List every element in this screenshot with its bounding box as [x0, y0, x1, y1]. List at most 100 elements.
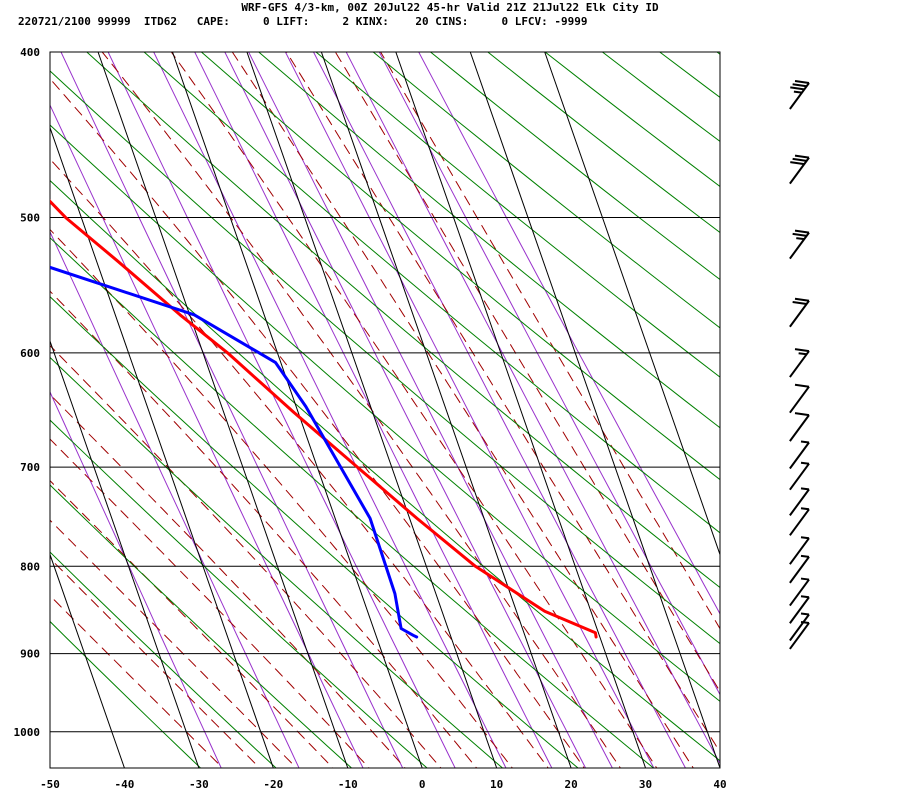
wind-barb: [789, 348, 810, 378]
dry-adiabat-line: [50, 356, 504, 768]
x-tick-label: -30: [189, 778, 209, 791]
dry-adiabat-line: [143, 52, 720, 534]
dewpoint-line: [50, 265, 419, 639]
x-tick-label: -40: [115, 778, 135, 791]
barb-half-feather: [793, 90, 803, 94]
wind-barbs: [789, 79, 810, 650]
wind-barb: [789, 412, 810, 442]
dry-adiabat-line: [601, 52, 720, 143]
barb-staff: [789, 386, 810, 414]
moist-adiabat-line: [50, 344, 442, 768]
barb-staff: [789, 414, 810, 442]
barb-staff: [789, 508, 810, 536]
isotherm-line: [544, 52, 720, 557]
barb-half-feather: [800, 536, 810, 540]
dry-adiabat-line: [723, 14, 900, 775]
x-tick-label: 0: [419, 778, 426, 791]
mixing-ratio-line: [107, 52, 456, 768]
barb-staff: [789, 537, 810, 565]
barb-feather: [790, 161, 805, 166]
wind-barb: [789, 229, 810, 260]
isotherm-line: [172, 52, 423, 768]
barb-half-feather: [798, 352, 807, 356]
barb-staff: [789, 622, 810, 650]
moist-adiabat-line: [50, 594, 224, 768]
y-tick-label: 500: [20, 212, 40, 225]
barb-staff: [789, 82, 810, 110]
wind-barb: [789, 154, 810, 185]
barb-half-feather: [800, 577, 810, 581]
barb-feather: [792, 232, 807, 237]
moist-adiabat-line: [50, 557, 261, 768]
barb-staff: [789, 463, 810, 491]
mixing-ratio-line: [378, 52, 720, 696]
barb-feather: [794, 412, 810, 417]
moist-adiabat-line: [50, 290, 478, 768]
temperature-line: [50, 199, 598, 639]
isotherm-line: [50, 339, 200, 768]
moist-adiabat-line: [50, 519, 298, 768]
moist-adiabat-line: [50, 228, 514, 768]
dry-adiabat-line: [50, 295, 579, 768]
barb-half-feather: [800, 620, 810, 624]
y-tick-label: 900: [20, 648, 40, 661]
isotherm-line: [320, 52, 572, 768]
wind-barb: [789, 461, 810, 491]
moist-adiabat-line: [334, 52, 720, 693]
moist-adiabat-line: [50, 77, 585, 768]
barb-half-feather: [800, 595, 810, 599]
y-tick-label: 600: [20, 347, 40, 360]
wind-barb: [789, 620, 810, 650]
x-axis-labels: -50 -40 -30 -20 -10 0 10 20 30 40: [40, 778, 727, 791]
mixing-ratio-line: [153, 52, 507, 768]
dry-adiabat-line: [200, 52, 720, 481]
dry-adiabat-line: [50, 551, 277, 768]
wind-barb: [789, 79, 810, 110]
dry-adiabats: [50, 14, 900, 775]
dry-adiabat-line: [257, 52, 720, 429]
moist-adiabat-line: [50, 158, 549, 768]
dry-adiabat-line: [50, 179, 720, 762]
x-tick-label: -20: [263, 778, 283, 791]
dry-adiabat-line: [487, 52, 720, 234]
moist-adiabats: [50, 52, 720, 768]
wind-barb: [789, 297, 810, 328]
barb-feather: [792, 157, 807, 162]
barb-half-feather: [800, 612, 810, 616]
moist-adiabat-line: [380, 52, 720, 630]
barb-feather: [794, 348, 810, 353]
barb-half-feather: [800, 461, 810, 465]
mixing-ratio-line: [248, 52, 613, 768]
barb-half-feather: [800, 554, 810, 558]
moist-adiabat-line: [231, 52, 694, 768]
barb-staff: [789, 300, 810, 328]
dry-adiabat-line: [86, 52, 720, 589]
dry-adiabat-line: [836, 14, 900, 775]
mixing-ratio-line: [50, 390, 222, 768]
dry-adiabat-line: [50, 124, 720, 702]
barb-staff: [789, 556, 810, 584]
barb-staff: [789, 350, 810, 378]
y-tick-label: 1000: [14, 726, 41, 739]
wind-barb: [789, 487, 810, 516]
mixing-ratio-lines: [50, 52, 720, 768]
mixing-ratio-line: [224, 52, 587, 768]
wind-barb: [789, 507, 810, 536]
barb-staff: [789, 232, 810, 260]
x-tick-label: -50: [40, 778, 60, 791]
dry-adiabat-line: [315, 52, 720, 378]
isotherm-line: [50, 553, 125, 768]
isotherm-line: [395, 52, 647, 768]
barb-half-feather: [800, 507, 810, 511]
dry-adiabat-line: [372, 52, 720, 329]
wind-barb: [789, 577, 810, 607]
x-tick-label: -10: [338, 778, 358, 791]
dry-adiabat-line: [50, 484, 353, 768]
mixing-ratio-line: [345, 52, 720, 765]
barb-feather: [794, 79, 810, 84]
dry-adiabat-line: [429, 52, 720, 281]
y-axis-labels: 400 500 600 700 800 900 1000: [14, 46, 41, 739]
x-tick-label: 10: [490, 778, 503, 791]
barb-staff: [789, 157, 810, 185]
dry-adiabat-line: [658, 52, 720, 98]
